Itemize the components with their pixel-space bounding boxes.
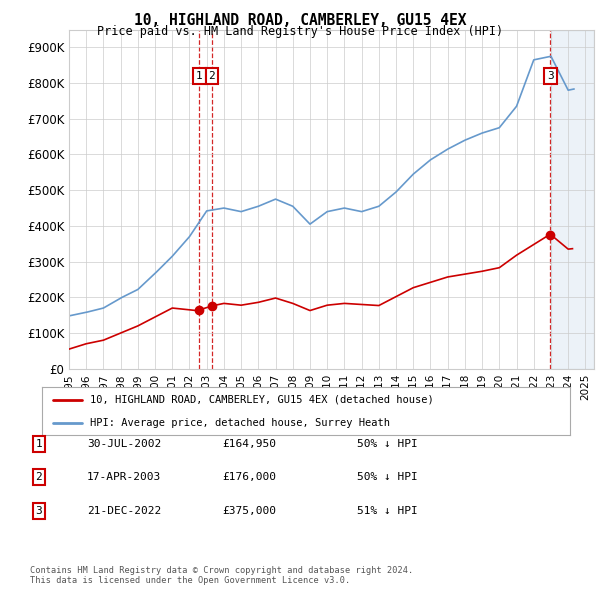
Text: 51% ↓ HPI: 51% ↓ HPI [357, 506, 418, 516]
Text: 50% ↓ HPI: 50% ↓ HPI [357, 439, 418, 448]
Text: 3: 3 [35, 506, 43, 516]
Text: 17-APR-2003: 17-APR-2003 [87, 473, 161, 482]
Text: 10, HIGHLAND ROAD, CAMBERLEY, GU15 4EX (detached house): 10, HIGHLAND ROAD, CAMBERLEY, GU15 4EX (… [89, 395, 433, 405]
Text: HPI: Average price, detached house, Surrey Heath: HPI: Average price, detached house, Surr… [89, 418, 389, 428]
Text: £164,950: £164,950 [222, 439, 276, 448]
Text: 3: 3 [547, 71, 554, 81]
Text: 30-JUL-2002: 30-JUL-2002 [87, 439, 161, 448]
Text: 1: 1 [196, 71, 203, 81]
Text: Price paid vs. HM Land Registry's House Price Index (HPI): Price paid vs. HM Land Registry's House … [97, 25, 503, 38]
Text: 2: 2 [35, 473, 43, 482]
Bar [551, 30, 594, 369]
Text: 2: 2 [208, 71, 215, 81]
Text: Contains HM Land Registry data © Crown copyright and database right 2024.
This d: Contains HM Land Registry data © Crown c… [30, 566, 413, 585]
Text: 50% ↓ HPI: 50% ↓ HPI [357, 473, 418, 482]
Text: 21-DEC-2022: 21-DEC-2022 [87, 506, 161, 516]
Text: £375,000: £375,000 [222, 506, 276, 516]
Text: £176,000: £176,000 [222, 473, 276, 482]
Text: 1: 1 [35, 439, 43, 448]
Text: 10, HIGHLAND ROAD, CAMBERLEY, GU15 4EX: 10, HIGHLAND ROAD, CAMBERLEY, GU15 4EX [134, 13, 466, 28]
